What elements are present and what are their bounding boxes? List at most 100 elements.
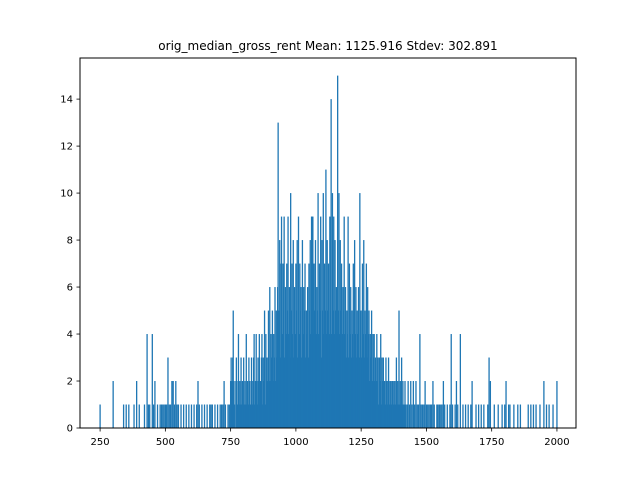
histogram-bar — [146, 334, 148, 428]
histogram-bar — [256, 404, 258, 428]
histogram-bar — [99, 404, 101, 428]
histogram-bar — [291, 263, 293, 428]
histogram-bar — [379, 381, 381, 428]
histogram-bar — [441, 404, 443, 428]
histogram-bar — [253, 334, 255, 428]
histogram-bar — [325, 169, 327, 428]
histogram-bar — [197, 381, 199, 428]
histogram-bar — [248, 381, 251, 428]
histogram-bar — [355, 357, 358, 428]
histogram-bar — [274, 287, 276, 428]
histogram-bar — [222, 404, 224, 428]
histogram-bar — [270, 334, 272, 428]
histogram-bar — [364, 310, 366, 428]
histogram-bar — [280, 216, 283, 428]
histogram-bar — [430, 404, 433, 428]
histogram-bar — [176, 404, 178, 428]
histogram-bar — [175, 381, 177, 428]
histogram-bar — [255, 334, 257, 428]
histogram-bar — [384, 404, 386, 428]
x-tick-label: 1000 — [283, 437, 308, 448]
histogram-bar — [259, 404, 261, 428]
histogram-bar — [210, 404, 212, 428]
histogram-bar — [352, 263, 354, 428]
histogram-bar — [374, 357, 377, 428]
histogram-bar — [250, 357, 253, 428]
histogram-bar — [351, 310, 353, 428]
histogram-bar — [312, 216, 314, 428]
histogram-bar — [361, 357, 363, 428]
y-tick-label: 4 — [67, 330, 73, 341]
histogram-bar — [261, 334, 263, 428]
histogram-bar — [433, 404, 435, 428]
histogram-bar — [232, 310, 234, 428]
histogram-bar — [429, 404, 431, 428]
histogram-bar — [457, 404, 459, 428]
histogram-bar — [406, 404, 408, 428]
histogram-bar — [483, 404, 485, 428]
histogram-bar — [488, 357, 490, 428]
histogram-bar — [337, 310, 339, 428]
histogram-bar — [493, 404, 495, 428]
histogram-bar — [219, 404, 221, 428]
histogram-bar — [279, 263, 281, 428]
histogram-bar — [282, 310, 285, 428]
histogram-bar — [246, 404, 248, 428]
x-tick-label: 500 — [156, 437, 175, 448]
histogram-bar — [254, 381, 257, 428]
histogram-bar — [136, 381, 138, 428]
histogram-bar — [317, 193, 319, 428]
histogram-bar — [314, 310, 316, 428]
histogram-bar — [306, 287, 309, 428]
histogram-bar — [198, 404, 200, 428]
histogram-bar — [470, 404, 472, 428]
histogram-bar — [532, 404, 535, 428]
histogram-bar — [369, 334, 371, 428]
histogram-bar — [261, 404, 264, 428]
histogram-bar — [287, 216, 289, 428]
histogram-bar — [393, 381, 395, 428]
histogram-bar — [163, 404, 165, 428]
histogram-bar — [389, 404, 392, 428]
histogram-bar — [296, 240, 298, 428]
histogram-bar — [350, 357, 352, 428]
histogram-bar — [327, 263, 330, 428]
histogram-bar — [321, 310, 324, 428]
histogram-bar — [122, 404, 125, 428]
plot-frame — [79, 57, 577, 429]
histogram-bar — [359, 193, 361, 428]
histogram-bar — [196, 404, 198, 428]
histogram-bar — [133, 404, 135, 428]
histogram-bar — [338, 193, 340, 428]
histogram-bar — [251, 404, 253, 428]
histogram-bar — [414, 404, 416, 428]
histogram-bar — [340, 263, 343, 428]
histogram-bar — [308, 310, 311, 428]
histogram-bar — [295, 310, 298, 428]
histogram-bar — [293, 287, 296, 428]
histogram-bar — [376, 381, 378, 428]
x-tick-label: 250 — [91, 437, 110, 448]
histogram-bar — [304, 263, 306, 428]
x-tick-label: 750 — [221, 437, 240, 448]
histogram-bar — [334, 310, 337, 428]
histogram-bar — [327, 310, 329, 428]
y-tick-label: 8 — [67, 236, 73, 247]
histogram-bar — [342, 310, 345, 428]
histogram-bar — [177, 404, 180, 428]
histogram-bar — [167, 357, 169, 428]
histogram-bar — [287, 334, 290, 428]
histogram-bar — [240, 404, 243, 428]
y-tick-label: 2 — [67, 377, 73, 388]
histogram-bar — [367, 287, 369, 428]
histogram-bar — [346, 310, 348, 428]
histogram-bar — [263, 310, 266, 428]
histogram-bar — [300, 357, 303, 428]
histogram-bar — [173, 404, 176, 428]
histogram-bar — [147, 404, 150, 428]
histogram-bar — [168, 404, 170, 428]
histogram-bar — [252, 381, 254, 428]
histogram-bar — [272, 381, 274, 428]
histogram-bar — [343, 216, 345, 428]
histogram-bar — [293, 357, 295, 428]
